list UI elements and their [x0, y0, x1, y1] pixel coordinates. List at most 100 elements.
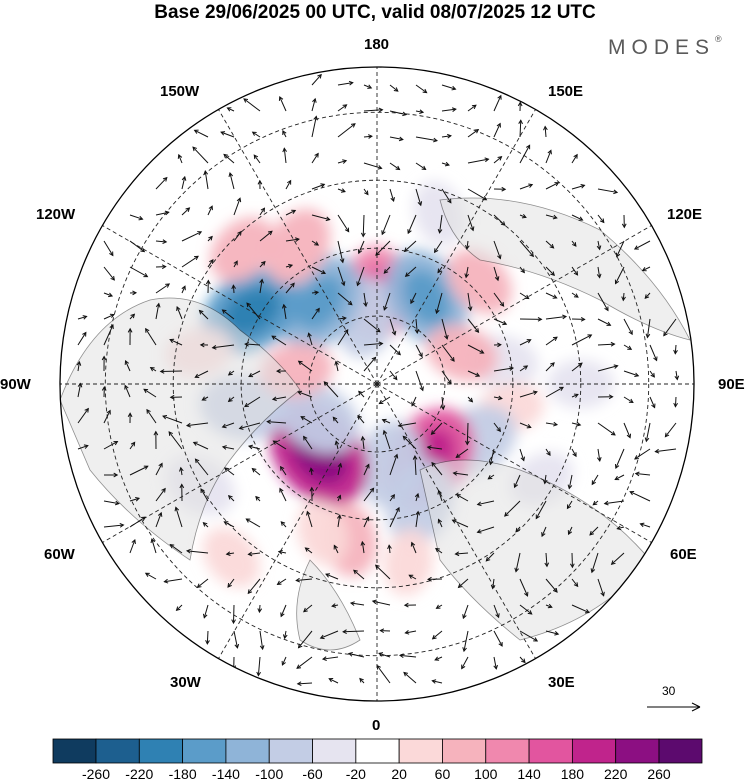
wind-arrow-head [325, 573, 331, 578]
wind-arrow-head [165, 283, 171, 288]
wind-arrow-head [205, 640, 210, 645]
meridian-line [218, 109, 378, 385]
wind-arrow [257, 656, 261, 676]
wind-arrow [407, 214, 417, 234]
lon-label-90w: 90W [0, 376, 31, 393]
wind-arrow [358, 240, 365, 254]
wind-arrow-head [476, 501, 482, 507]
wind-arrow-head [294, 237, 300, 242]
wind-arrow [244, 396, 261, 407]
wind-arrow-head [321, 269, 327, 275]
wind-arrow-head [447, 379, 452, 385]
wind-arrow [227, 578, 235, 588]
wind-arrow-head [176, 305, 181, 311]
wind-arrow-head [395, 506, 400, 512]
wind-arrow [415, 162, 426, 170]
wind-arrow-head [174, 506, 180, 512]
wind-arrow-head [377, 165, 383, 170]
wind-arrow-head [290, 282, 295, 288]
wind-arrow-head [109, 324, 114, 330]
wind-arrow [199, 310, 209, 320]
wind-arrow-head [621, 296, 626, 302]
wind-arrow [129, 240, 145, 252]
wind-arrow-head [225, 551, 231, 556]
wind-arrow [311, 74, 322, 86]
wind-arrow-head [415, 510, 421, 516]
wind-arrow-head [159, 369, 165, 374]
wind-arrow [363, 109, 383, 112]
wind-arrow-head [490, 584, 496, 590]
wind-arrow [616, 240, 625, 257]
wind-arrow-head [518, 119, 523, 125]
colorbar-swatch [52, 738, 97, 764]
colorbar-swatch [182, 738, 227, 764]
colorbar-label: -20 [345, 766, 366, 782]
wind-arrow [389, 110, 407, 116]
wind-arrow [597, 365, 618, 372]
wind-arrow-head [127, 412, 133, 418]
wind-arrow-head [83, 444, 89, 449]
wind-arrow-head [610, 341, 616, 347]
wind-arrow-head [108, 292, 114, 298]
wind-arrow [296, 578, 313, 581]
wind-arrow-head [227, 583, 232, 588]
wind-arrow-head [497, 342, 502, 348]
wind-arrow-head [312, 97, 317, 103]
wind-arrow [617, 526, 625, 530]
colorbar-label: 260 [647, 766, 671, 782]
wind-arrow [337, 317, 346, 320]
wind-arrow [363, 343, 383, 346]
wind-arrow-head [162, 239, 168, 244]
wind-arrow [181, 176, 186, 190]
wind-arrow-head [641, 267, 647, 272]
wind-arrow-head [221, 445, 227, 450]
wind-arrow-head [260, 207, 266, 213]
wind-arrow [220, 131, 235, 138]
wind-arrow [363, 318, 381, 333]
wind-arrow [389, 188, 395, 202]
wind-arrow [228, 396, 235, 402]
wind-arrow [405, 266, 417, 277]
wind-arrow-head [343, 328, 349, 334]
wind-arrow-head [392, 375, 398, 381]
wind-arrow-head [404, 272, 410, 277]
wind-arrow-head [599, 218, 605, 224]
wind-arrow-head [194, 458, 200, 464]
wind-arrow [328, 678, 339, 684]
wind-arrow [488, 474, 495, 480]
wind-arrow-head [271, 335, 277, 340]
wind-arrow-head [379, 628, 385, 634]
wind-arrow-head [537, 316, 543, 322]
wind-arrow-head [515, 527, 520, 533]
wind-arrow [103, 410, 111, 424]
colorbar-label: 140 [517, 766, 541, 782]
wind-arrow-head [313, 115, 318, 121]
wind-arrow [438, 490, 443, 502]
wind-arrow [195, 370, 209, 378]
wind-arrow [411, 542, 417, 554]
colorbar [52, 738, 703, 764]
wind-arrow [203, 604, 209, 618]
wind-arrow [193, 441, 209, 450]
wind-arrow [545, 315, 567, 320]
wind-arrow [383, 430, 391, 450]
wind-arrow-head [223, 521, 229, 526]
wind-arrow [441, 162, 450, 166]
colorbar-swatch [355, 738, 400, 764]
wind-arrow [228, 495, 235, 502]
wind-arrow [337, 240, 344, 263]
colorbar-swatch [615, 738, 660, 764]
wind-arrow-head [314, 290, 320, 296]
wind-arrow-head [664, 432, 670, 438]
latitude-circle [308, 315, 446, 453]
lon-label-120w: 120W [36, 206, 76, 223]
brand-text: MODES [608, 36, 716, 59]
wind-arrow-head [444, 161, 450, 167]
wind-arrow-head [368, 134, 373, 139]
wind-arrow [259, 261, 266, 268]
wind-arrow [282, 130, 287, 138]
wind-arrow [248, 370, 261, 377]
wind-arrow-head [360, 232, 366, 238]
wind-arrow [379, 396, 391, 404]
wind-arrow-head [140, 247, 146, 253]
